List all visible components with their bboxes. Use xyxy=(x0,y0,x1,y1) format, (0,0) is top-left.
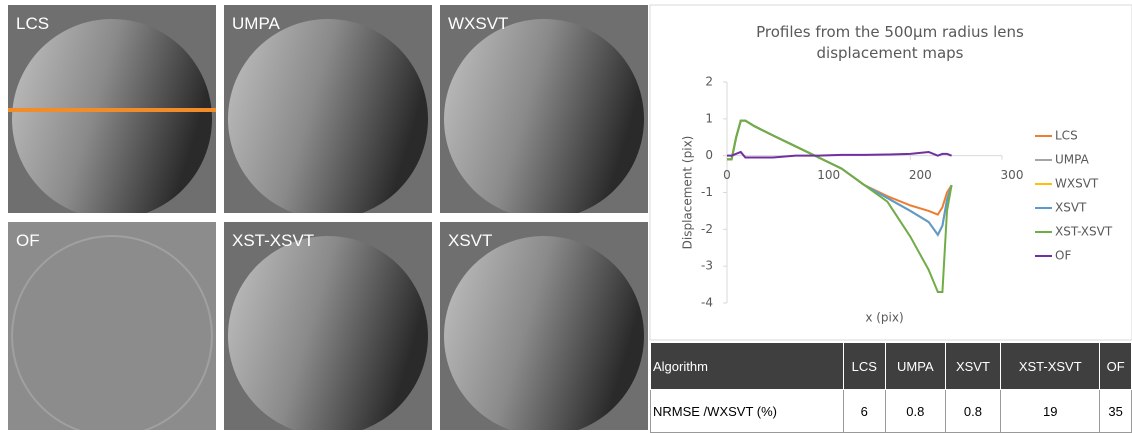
legend-label: XST-XSVT xyxy=(1055,225,1113,239)
table-cell: 0.8 xyxy=(885,389,946,433)
table-cell: 19 xyxy=(1000,389,1101,433)
y-tick-label: 2 xyxy=(705,75,713,89)
panel-label: UMPA xyxy=(232,14,281,33)
x-tick-label: 300 xyxy=(1001,168,1024,182)
legend-label: OF xyxy=(1055,249,1071,263)
results-table: Algorithm LCS UMPA XSVT XST-XSVT OF NRMSE /WX… xyxy=(650,342,1132,433)
table-cell: NRMSE /WXSVT (%) xyxy=(650,389,844,433)
lens-disc xyxy=(11,235,213,430)
data-row: NRMSE /WXSVT (%) 6 0.8 0.8 19 35 xyxy=(650,389,1132,433)
panel-label: OF xyxy=(16,231,40,250)
lens-disc xyxy=(12,19,212,213)
header-row: Algorithm LCS UMPA XSVT XST-XSVT OF xyxy=(650,342,1132,390)
legend-label: UMPA xyxy=(1055,153,1090,167)
table-cell: OF xyxy=(1099,342,1132,390)
x-tick-label: 200 xyxy=(909,168,932,182)
y-tick-label: -1 xyxy=(701,185,713,199)
chart-frame xyxy=(649,4,1132,341)
image-panel: XST-XSVT xyxy=(224,222,432,430)
lens-disc xyxy=(228,19,428,213)
panel-label: XSVT xyxy=(448,231,492,250)
lens-disc xyxy=(228,236,428,430)
chart-title: Profiles from the 500µm radius lens disp… xyxy=(756,23,1024,62)
image-panel: XSVT xyxy=(440,222,648,430)
table-cell: 35 xyxy=(1099,389,1132,433)
lens-disc xyxy=(444,236,644,430)
y-tick-label: 0 xyxy=(705,148,713,162)
image-panel: OF xyxy=(8,222,216,430)
x-axis-label: x (pix) xyxy=(865,311,903,325)
series-line xyxy=(727,150,952,159)
table-cell: XSVT xyxy=(944,342,1002,390)
y-axis-label: Displacement (pix) xyxy=(681,136,695,250)
y-tick-label: -2 xyxy=(701,222,713,236)
table-cell: UMPA xyxy=(885,342,946,390)
image-panel: WXSVT xyxy=(440,5,648,213)
x-tick-label: 0 xyxy=(723,168,731,182)
legend-label: WXSVT xyxy=(1055,177,1099,191)
panel-label: WXSVT xyxy=(448,14,508,33)
image-panel: LCS xyxy=(8,5,216,213)
y-tick-label: -4 xyxy=(701,296,713,310)
lens-disc xyxy=(444,19,644,213)
legend-label: XSVT xyxy=(1055,201,1087,215)
panel-background xyxy=(8,222,216,430)
x-tick-label: 100 xyxy=(817,168,840,182)
image-panel: UMPA xyxy=(224,5,432,213)
table-cell: 6 xyxy=(842,389,887,433)
table-cell: LCS xyxy=(842,342,887,390)
table-cell: Algorithm xyxy=(650,342,844,390)
table-cell: 0.8 xyxy=(944,389,1002,433)
panel-label: LCS xyxy=(16,14,49,33)
table-cell: XST-XSVT xyxy=(1000,342,1101,390)
legend-label: LCS xyxy=(1055,129,1078,143)
panel-label: XST-XSVT xyxy=(232,231,314,250)
series-line xyxy=(727,119,953,293)
y-tick-label: -3 xyxy=(701,259,713,273)
y-tick-label: 1 xyxy=(705,111,713,125)
